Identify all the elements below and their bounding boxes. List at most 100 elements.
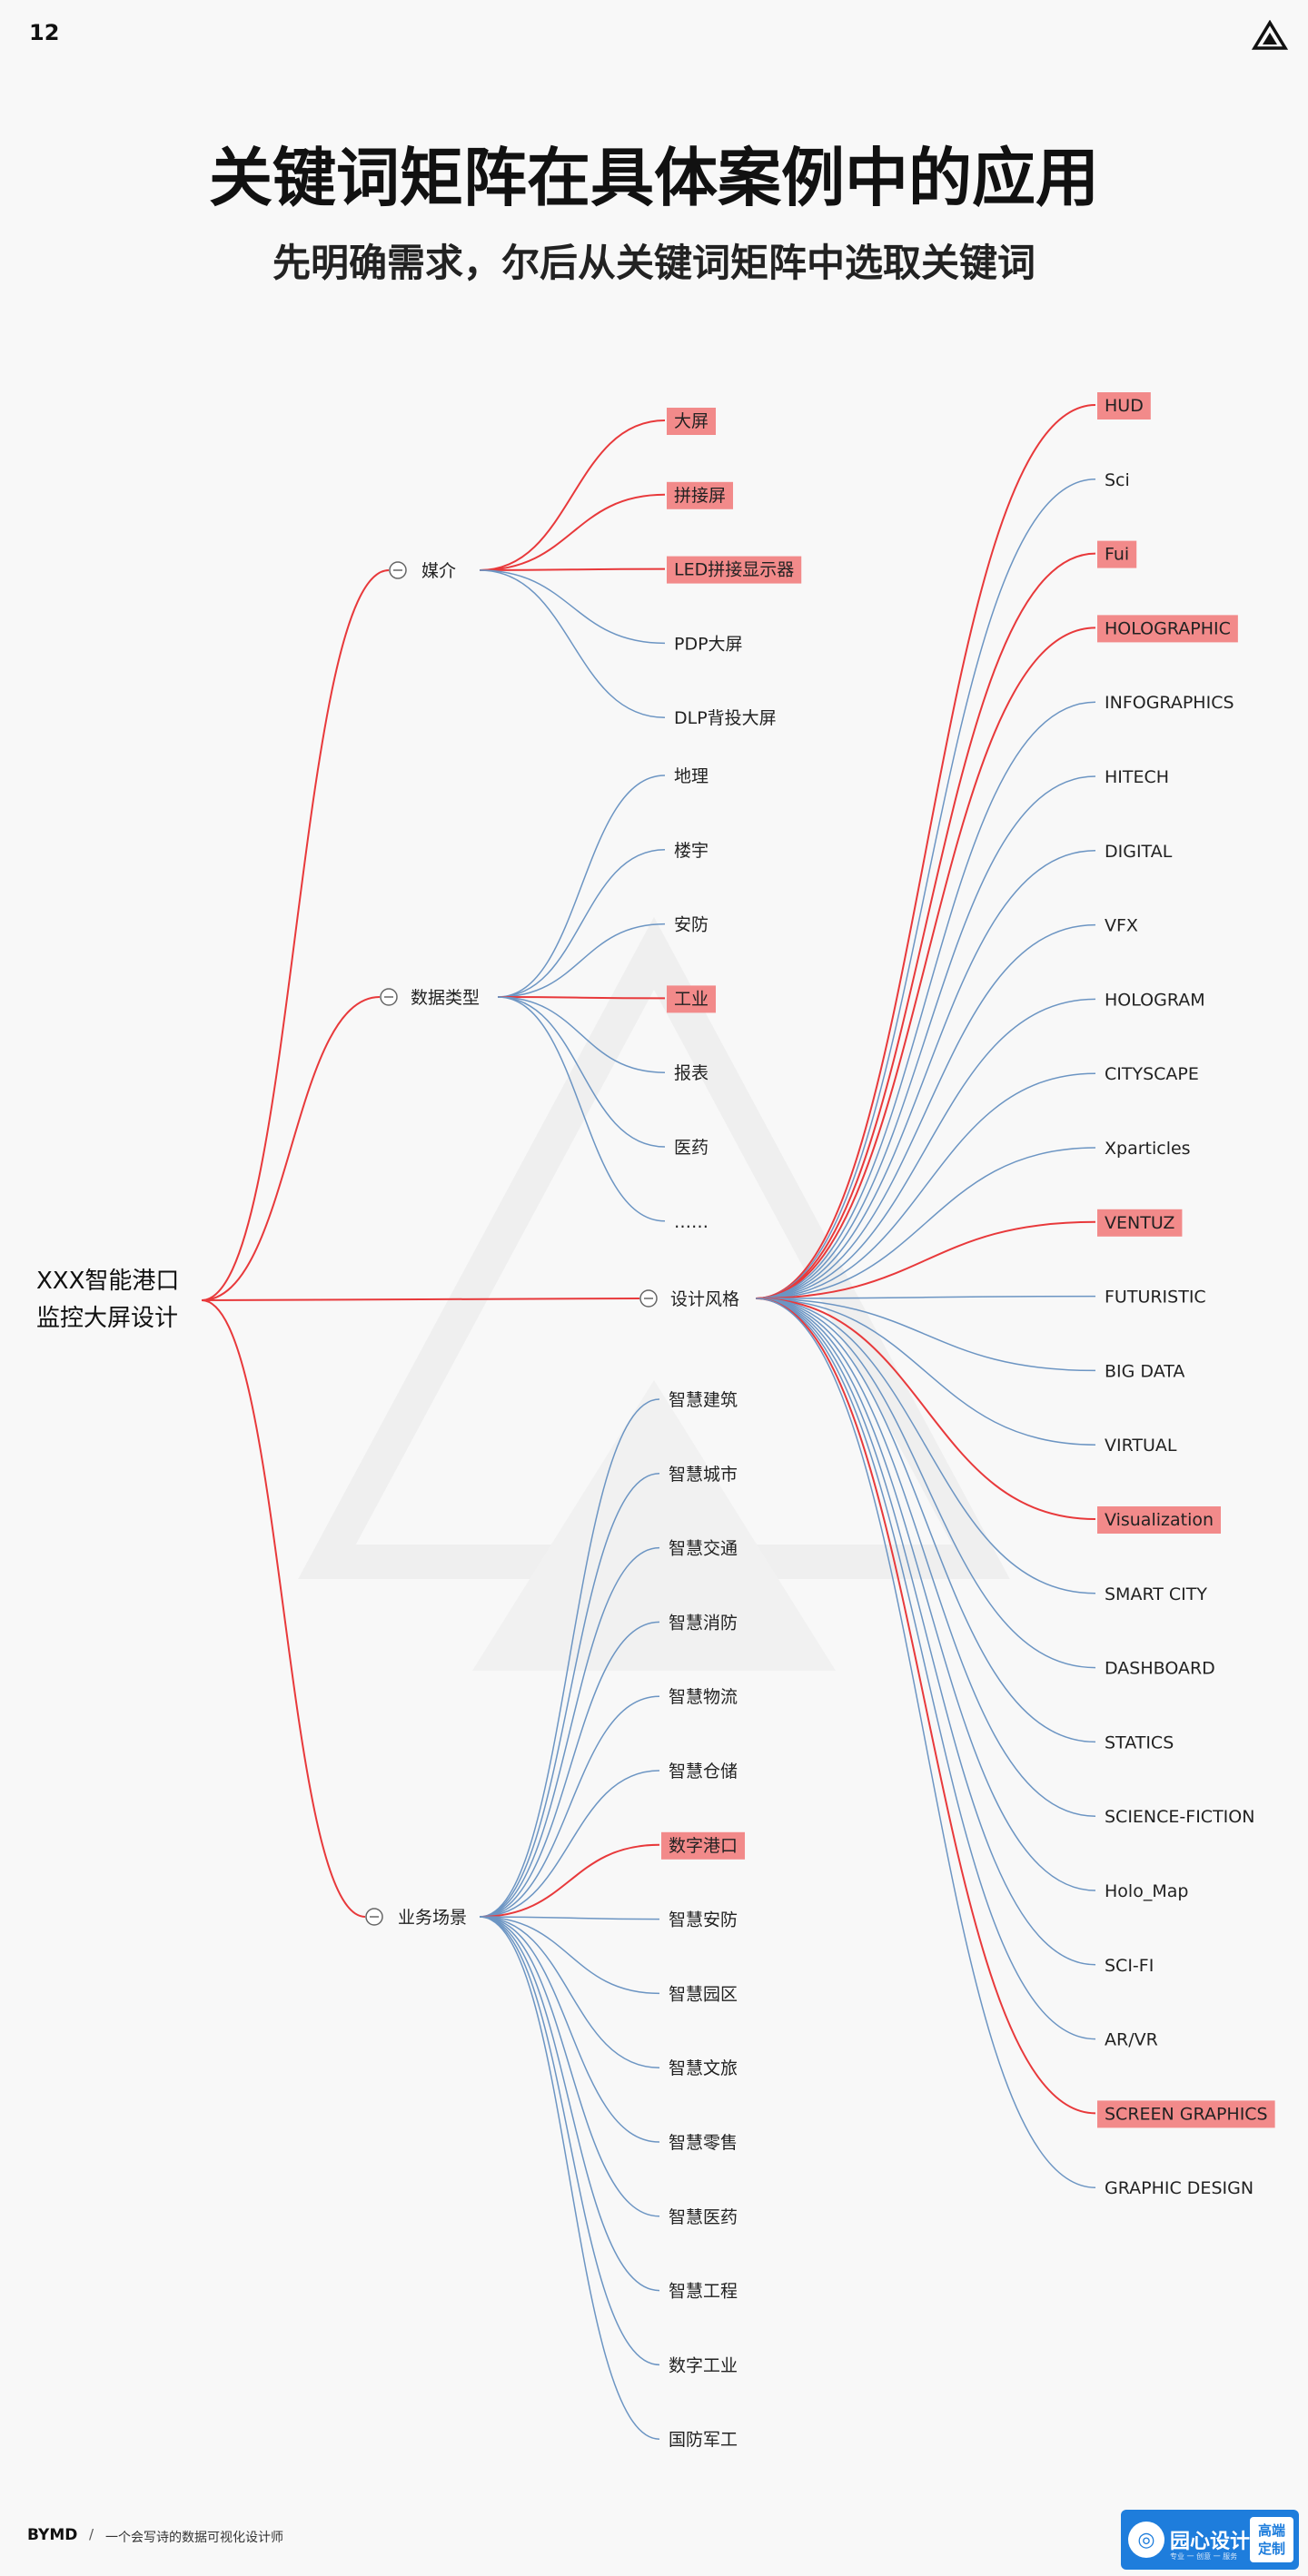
leaf-keyword: 智慧仓储 <box>669 1762 738 1781</box>
leaf-keyword: CITYSCAPE <box>1105 1064 1199 1084</box>
leaf-keyword: DASHBOARD <box>1105 1659 1215 1679</box>
leaf-keyword: 智慧城市 <box>669 1465 738 1485</box>
leaf-link <box>755 1298 1096 1891</box>
branch-label: 媒介 <box>421 561 456 581</box>
leaf-keyword: BIG DATA <box>1105 1361 1184 1381</box>
root-branch-link <box>201 1299 366 1918</box>
leaf-link <box>479 1916 660 2366</box>
leaf-keyword: …… <box>674 1212 708 1232</box>
studio-badge[interactable]: ◎ 园心设计 专业 一 创意 一 服务 高端 定制 <box>1121 2510 1299 2570</box>
keyword-highlight <box>667 408 717 435</box>
leaf-keyword: 智慧交通 <box>669 1539 738 1559</box>
leaf-keyword: GRAPHIC DESIGN <box>1105 2178 1254 2198</box>
leaf-keyword-highlighted: LED拼接显示器 <box>674 560 794 580</box>
keyword-highlight <box>1097 615 1238 643</box>
leaf-keyword: 智慧医药 <box>669 2207 738 2227</box>
leaf-link <box>479 1916 660 2143</box>
leaf-link <box>479 493 666 571</box>
leaf-keyword-highlighted: Visualization <box>1105 1510 1214 1530</box>
branch-label: 业务场景 <box>398 1908 467 1928</box>
leaf-keyword-highlighted: HOLOGRAPHIC <box>1105 618 1231 638</box>
studio-logo-icon: ◎ <box>1128 2522 1164 2558</box>
root-branch-link <box>201 569 390 1301</box>
leaf-link <box>755 1298 1096 2188</box>
leaf-keyword: VIRTUAL <box>1105 1436 1177 1456</box>
leaf-keyword: 智慧物流 <box>669 1687 738 1707</box>
leaf-keyword: SCI-FI <box>1105 1956 1154 1976</box>
leaf-link <box>479 1916 660 2217</box>
leaf-link <box>479 568 666 571</box>
leaf-link <box>755 1298 1096 1966</box>
leaf-keyword: AR/VR <box>1105 2030 1158 2050</box>
keyword-highlight <box>1097 1506 1222 1534</box>
studio-name: 园心设计 <box>1170 2531 1251 2553</box>
triangle-logo-icon <box>1252 20 1288 50</box>
leaf-keyword: DIGITAL <box>1105 842 1173 862</box>
leaf-link <box>497 775 666 998</box>
leaf-link <box>479 1473 660 1918</box>
leaf-keyword-highlighted: 工业 <box>674 989 708 1009</box>
leaf-keyword: Xparticles <box>1105 1139 1191 1159</box>
leaf-keyword-highlighted: 大屏 <box>674 411 708 431</box>
page-number: 12 <box>29 20 60 45</box>
leaf-link <box>755 1298 1096 1446</box>
leaf-link <box>479 569 666 718</box>
leaf-link <box>755 1147 1096 1299</box>
leaf-link <box>479 1770 660 1918</box>
footer-separator: / <box>89 2526 94 2542</box>
branch-label: 数据类型 <box>411 988 480 1008</box>
leaf-keyword: 医药 <box>674 1138 708 1158</box>
mindmap-links <box>201 404 1096 2440</box>
leaf-link <box>755 1298 1096 2040</box>
root-branch-link <box>201 996 381 1301</box>
leaf-link <box>479 1916 660 1995</box>
leaf-keyword: STATICS <box>1105 1732 1174 1752</box>
leaf-keyword: 智慧安防 <box>669 1910 738 1930</box>
leaf-keyword: 智慧零售 <box>669 2133 738 2153</box>
leaf-keyword: PDP大屏 <box>674 634 743 654</box>
leaf-link <box>755 923 1096 1299</box>
leaf-keyword: Holo_Map <box>1105 1881 1188 1901</box>
keyword-highlight <box>667 556 802 584</box>
leaf-keyword: 智慧建筑 <box>669 1390 738 1410</box>
leaf-keyword: HOLOGRAM <box>1105 990 1205 1010</box>
page-title: 关键词矩阵在具体案例中的应用 <box>209 141 1099 215</box>
leaf-link <box>755 1298 1096 1817</box>
custom-badge: 高端 定制 <box>1250 2517 1293 2562</box>
leaf-keyword: SMART CITY <box>1105 1584 1207 1604</box>
leaf-link <box>497 996 666 1148</box>
leaf-link <box>755 479 1096 1299</box>
leaf-link <box>479 1398 660 1918</box>
leaf-keyword: FUTURISTIC <box>1105 1288 1206 1308</box>
leaf-link <box>755 627 1096 1299</box>
keyword-highlight <box>1097 2100 1275 2128</box>
custom-badge-line2: 定制 <box>1257 2541 1285 2557</box>
footer-tagline: 一个会写诗的数据可视化设计师 <box>105 2531 283 2545</box>
page-subtitle: 先明确需求，尔后从关键词矩阵中选取关键词 <box>272 241 1036 285</box>
leaf-link <box>755 1298 1096 2115</box>
leaf-keyword: DLP背投大屏 <box>674 708 777 728</box>
leaf-keyword: HITECH <box>1105 767 1169 787</box>
leaf-link <box>497 996 666 1222</box>
leaf-link <box>755 998 1096 1299</box>
leaf-keyword-highlighted: 数字港口 <box>669 1836 738 1856</box>
leaf-link <box>479 569 666 645</box>
leaf-link <box>479 1546 660 1918</box>
leaf-link <box>479 1916 660 2068</box>
leaf-keyword: SCIENCE-FICTION <box>1105 1807 1254 1827</box>
leaf-link <box>755 1295 1096 1299</box>
root-label-line2: 监控大屏设计 <box>36 1305 178 1332</box>
leaf-link <box>755 701 1096 1299</box>
leaf-link <box>479 1843 660 1918</box>
leaf-keyword: 智慧工程 <box>669 2282 738 2302</box>
leaf-link <box>755 850 1096 1299</box>
custom-badge-line1: 高端 <box>1257 2522 1285 2539</box>
leaf-keyword: 安防 <box>674 915 708 935</box>
leaf-link <box>755 1298 1096 1594</box>
leaf-link <box>497 996 666 1073</box>
leaf-keyword: 地理 <box>674 766 708 786</box>
leaf-link <box>479 1621 660 1918</box>
leaf-link <box>479 419 666 571</box>
leaf-keyword: Sci <box>1105 470 1130 490</box>
